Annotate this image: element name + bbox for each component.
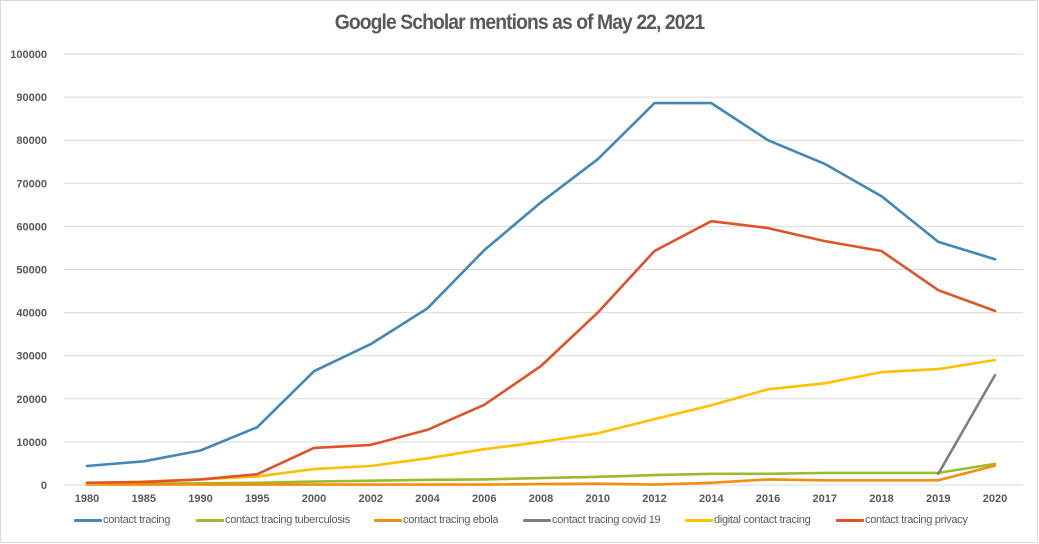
x-tick-label: 2020	[983, 493, 1007, 505]
y-tick-label: 10000	[16, 437, 47, 449]
x-axis-ticks: 1980 1985 1990 1995 2000 2002 2004 2006 2008 2010…	[75, 493, 1007, 505]
legend-label: digital contact tracing	[714, 514, 811, 526]
legend-item: contact tracing privacy	[836, 514, 968, 526]
series-line-contact-tracing-ebola	[85, 464, 997, 486]
y-tick-label: 100000	[10, 49, 47, 61]
series-line-contact-tracing	[85, 101, 997, 468]
legend-swatch	[685, 518, 713, 522]
series-line-contact-tracing-tuberculosis	[85, 462, 997, 486]
series-line-contact-tracing-privacy	[85, 219, 997, 485]
legend-label: contact tracing covid 19	[552, 514, 661, 526]
x-tick-label: 2000	[302, 493, 326, 505]
x-tick-label: 2004	[415, 493, 440, 505]
legend-swatch	[196, 518, 224, 522]
legend-item: digital contact tracing	[685, 514, 811, 526]
x-tick-label: 2014	[699, 493, 724, 505]
series-lines	[85, 101, 997, 486]
legend-label: contact tracing tuberculosis	[225, 514, 350, 526]
legend-item: contact tracing	[74, 514, 170, 526]
x-tick-label: 2017	[813, 493, 837, 505]
y-tick-label: 30000	[16, 351, 47, 363]
legend: contact tracing contact tracing tuberculo…	[0, 514, 1039, 534]
x-tick-label: 2016	[756, 493, 780, 505]
chart-title: Google Scholar mentions as of May 22, 20…	[334, 11, 705, 34]
x-tick-label: 1990	[188, 493, 212, 505]
legend-item: contact tracing tuberculosis	[196, 514, 350, 526]
x-tick-label: 2018	[869, 493, 893, 505]
x-tick-label: 2019	[926, 493, 950, 505]
legend-swatch	[523, 518, 551, 522]
y-tick-label: 90000	[16, 92, 47, 104]
y-axis-ticks: 0 10000 20000 30000 40000 50000 60000 70000 8000…	[10, 49, 47, 492]
x-tick-label: 2010	[586, 493, 610, 505]
y-tick-label: 50000	[16, 265, 47, 277]
legend-label: contact tracing	[103, 514, 171, 526]
legend-label: contact tracing ebola	[403, 514, 499, 526]
x-tick-label: 1985	[132, 493, 156, 505]
y-tick-label: 0	[41, 480, 47, 492]
x-tick-label: 2002	[359, 493, 383, 505]
legend-swatch	[836, 518, 864, 522]
gridlines	[64, 53, 1023, 486]
y-tick-label: 80000	[16, 135, 47, 147]
legend-swatch	[374, 518, 402, 522]
legend-item: contact tracing covid 19	[523, 514, 661, 526]
x-tick-label: 2006	[472, 493, 496, 505]
x-tick-label: 2012	[642, 493, 666, 505]
x-tick-label: 1995	[245, 493, 269, 505]
x-tick-label: 1980	[75, 493, 99, 505]
legend-label: contact tracing privacy	[865, 514, 968, 526]
series-line-contact-tracing-covid-19	[936, 373, 997, 476]
y-tick-label: 60000	[16, 221, 47, 233]
y-tick-label: 70000	[16, 178, 47, 190]
y-tick-label: 20000	[16, 394, 47, 406]
legend-swatch	[74, 518, 102, 522]
y-tick-label: 40000	[16, 308, 47, 320]
series-line-digital-contact-tracing	[85, 358, 997, 486]
legend-item: contact tracing ebola	[374, 514, 499, 526]
x-tick-label: 2008	[529, 493, 553, 505]
